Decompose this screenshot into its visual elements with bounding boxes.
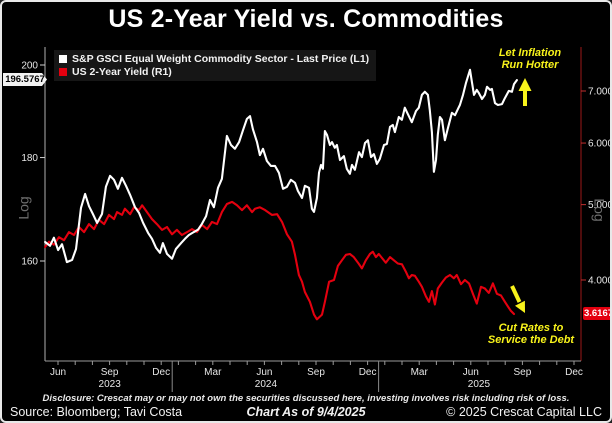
x-month-label: Dec [565,367,583,378]
x-month-label: Dec [359,367,377,378]
annotation-let-inflation-run-hotter: Let Inflation Run Hotter [482,47,578,71]
right-axis-tick-label: 4.0000 [588,275,612,286]
annotation-cut-rates-service-debt: Cut Rates to Service the Debt [480,322,582,346]
x-month-label: Sep [514,367,532,378]
right-axis-tick-label: 6.0000 [588,139,612,150]
commodity-series-swatch-icon [59,54,67,63]
right-axis-tick-label: 7.0000 [588,87,612,98]
x-month-label: Jun [50,367,66,378]
annotation-line: Cut Rates to [498,322,564,334]
legend-label-commodity: S&P GSCI Equal Weight Commodity Sector -… [72,52,370,65]
x-year-label: 2024 [255,379,278,390]
x-month-label: Sep [307,367,325,378]
annotation-line: Service the Debt [487,334,575,346]
x-month-label: Mar [204,367,222,378]
left-axis-tick-label: 180 [21,153,38,164]
commodity-last-price-tag: 196.5767 [3,73,47,86]
x-month-label: Jun [463,367,479,378]
x-year-label: 2025 [468,379,491,390]
legend: S&P GSCI Equal Weight Commodity Sector -… [54,50,377,81]
chart-title: US 2-Year Yield vs. Commodities [108,5,504,33]
legend-item-yield: US 2-Year Yield (R1) [59,65,369,78]
yield-last-price-tag: 3.6167 [583,307,612,320]
right-axis-log-label: Log [591,198,608,222]
x-month-label: Sep [101,367,119,378]
as-of-date-text: Chart As of 9/4/2025 [246,405,366,419]
x-month-label: Dec [152,367,170,378]
right-axis-tick-label: 5.0000 [588,200,612,211]
legend-label-yield: US 2-Year Yield (R1) [72,65,172,78]
annotation-line: Let Inflation [498,47,562,59]
disclosure-text: Disclosure: Crescat may or may not own t… [42,393,570,404]
x-month-label: Mar [411,367,429,378]
down-arrow-head-icon [515,300,525,313]
x-year-label: 2023 [99,379,122,390]
annotation-line: Run Hotter [501,59,559,71]
left-axis-tick-label: 160 [21,257,38,268]
left-axis-tick-label: 200 [21,61,38,72]
commodity-line-series [44,68,518,264]
yield-line-series [44,200,516,321]
copyright-text: © 2025 Crescat Capital LLC [446,405,602,419]
x-month-label: Jun [256,367,272,378]
up-arrow-head-icon [518,78,532,91]
down-arrow-icon [510,285,522,303]
left-axis-log-label: Log [15,196,32,220]
source-text: Source: Bloomberg; Tavi Costa [10,405,183,419]
yield-series-swatch-icon [59,67,67,76]
legend-item-commodity: S&P GSCI Equal Weight Commodity Sector -… [59,52,369,65]
